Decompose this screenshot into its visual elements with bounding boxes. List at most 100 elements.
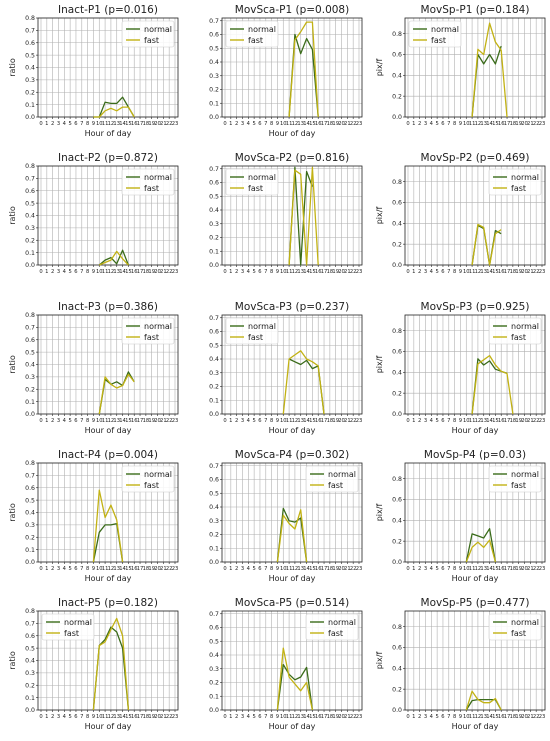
legend-label-normal: normal xyxy=(144,25,172,34)
legend-label-fast: fast xyxy=(144,184,159,193)
chart-panel: MovSp-P3 (p=0.925)0 1 2 3 4 5 6 7 8 9 10 11 12 13 14 15… xyxy=(375,301,546,435)
x-tick-label: 5 xyxy=(252,269,255,275)
y-tick-label: 0.6 xyxy=(392,52,402,59)
chart-panel: MovSca-P2 (p=0.816)0 1 2 3 4 5 6 7 8 9 10 11 12 13 14 1… xyxy=(209,152,363,275)
x-tick-label: 23 xyxy=(356,121,363,127)
x-axis-label: Hour of day xyxy=(452,574,499,583)
chart-title: MovSp-P3 (p=0.925) xyxy=(421,301,530,313)
legend: normal fast xyxy=(225,168,279,196)
y-tick-label: 0.4 xyxy=(209,652,219,659)
y-tick-label: 0.2 xyxy=(25,237,35,244)
x-tick-label: 8 xyxy=(86,121,89,127)
x-tick-label: 12 xyxy=(108,714,115,720)
legend: normal fast xyxy=(488,465,542,493)
x-tick-label: 19 xyxy=(515,714,522,720)
x-tick-label: 7 xyxy=(264,566,267,572)
legend-label-fast: fast xyxy=(431,36,446,45)
x-tick-label: 8 xyxy=(270,566,273,572)
x-tick-label: 14 xyxy=(486,714,493,720)
x-tick-label: 6 xyxy=(74,714,77,720)
y-tick-label: 0.0 xyxy=(392,559,402,566)
x-tick-label: 17 xyxy=(137,269,144,275)
x-tick-label: 21 xyxy=(344,418,351,424)
x-tick-label: 20 xyxy=(338,121,345,127)
legend-label-normal: normal xyxy=(144,322,172,331)
x-tick-label: 19 xyxy=(148,714,155,720)
x-tick-label: 10 xyxy=(96,121,103,127)
y-tick-label: 0.8 xyxy=(25,163,35,170)
x-tick-label: 12 xyxy=(292,269,299,275)
legend: normal fast xyxy=(41,613,95,641)
y-tick-label: 0.2 xyxy=(209,384,219,391)
y-tick-label: 0.4 xyxy=(392,370,402,377)
x-tick-label: 17 xyxy=(137,418,144,424)
series-line-fast xyxy=(282,350,325,415)
x-tick-label: 17 xyxy=(137,566,144,572)
chart-panel: Inact-P4 (p=0.004)0 1 2 3 4 5 6 7 8 9 10 11 12 13 14 15… xyxy=(8,449,179,583)
y-tick-label: 0.5 xyxy=(209,342,219,349)
legend-label-fast: fast xyxy=(64,629,79,638)
x-tick-label: 5 xyxy=(435,566,438,572)
y-tick-label: 0.7 xyxy=(209,315,219,322)
plot-frame xyxy=(404,17,546,118)
y-tick-label: 0.6 xyxy=(25,40,35,47)
x-tick-label: 2 xyxy=(418,418,421,424)
legend-label-fast: fast xyxy=(511,333,526,342)
legend-label-fast: fast xyxy=(248,333,263,342)
plot-frame xyxy=(221,462,363,563)
y-tick-label: 0.6 xyxy=(209,329,219,336)
x-tick-label: 10 xyxy=(280,714,287,720)
y-axis-label: pix/f xyxy=(375,59,384,77)
x-tick-label: 9 xyxy=(92,418,95,424)
x-tick-label: 22 xyxy=(533,121,540,127)
x-tick-label: 0 xyxy=(223,269,226,275)
x-tick-label: 16 xyxy=(498,714,505,720)
y-tick-label: 0.7 xyxy=(209,18,219,25)
x-tick-label: 16 xyxy=(315,269,322,275)
x-tick-label: 15 xyxy=(492,269,499,275)
legend-label-fast: fast xyxy=(511,481,526,490)
x-tick-label: 22 xyxy=(350,121,357,127)
x-tick-label: 6 xyxy=(74,121,77,127)
x-tick-label: 16 xyxy=(498,566,505,572)
x-tick-label: 21 xyxy=(527,269,534,275)
x-tick-label: 12 xyxy=(292,714,299,720)
x-tick-label: 11 xyxy=(286,269,293,275)
x-tick-label: 7 xyxy=(447,121,450,127)
x-tick-label: 14 xyxy=(303,121,310,127)
x-tick-label: 3 xyxy=(424,121,427,127)
x-tick-label: 3 xyxy=(424,269,427,275)
y-tick-label: 0.2 xyxy=(25,89,35,96)
x-tick-label: 7 xyxy=(447,269,450,275)
x-tick-label: 11 xyxy=(286,418,293,424)
x-tick-label: 11 xyxy=(286,121,293,127)
y-tick-label: 0.1 xyxy=(209,100,219,107)
y-tick-label: 0.6 xyxy=(25,485,35,492)
x-axis-label: Hour of day xyxy=(269,129,316,138)
x-tick-label: 20 xyxy=(521,121,528,127)
x-tick-label: 15 xyxy=(125,269,132,275)
x-tick-label: 20 xyxy=(521,714,528,720)
x-tick-label: 8 xyxy=(453,714,456,720)
y-tick-label: 0.4 xyxy=(25,65,35,72)
x-tick-label: 21 xyxy=(527,566,534,572)
x-tick-label: 13 xyxy=(113,566,120,572)
y-tick-label: 0.1 xyxy=(209,397,219,404)
series-line-fast xyxy=(465,539,497,563)
x-tick-label: 18 xyxy=(143,269,150,275)
x-tick-label: 16 xyxy=(315,714,322,720)
y-tick-label: 0.1 xyxy=(209,693,219,700)
chart-panel: Inact-P3 (p=0.386)0 1 2 3 4 5 6 7 8 9 10 11 12 13 14 15… xyxy=(8,301,179,435)
y-tick-label: 0.7 xyxy=(25,176,35,183)
x-tick-label: 12 xyxy=(108,121,115,127)
y-tick-label: 0.4 xyxy=(392,666,402,673)
chart-title: Inact-P3 (p=0.386) xyxy=(58,301,158,313)
x-tick-label: 7 xyxy=(264,418,267,424)
x-tick-label: 6 xyxy=(74,269,77,275)
x-tick-label: 6 xyxy=(74,566,77,572)
legend-label-fast: fast xyxy=(144,481,159,490)
x-tick-label: 15 xyxy=(492,566,499,572)
x-tick-label: 16 xyxy=(498,418,505,424)
y-tick-label: 0.1 xyxy=(25,695,35,702)
x-tick-label: 20 xyxy=(521,566,528,572)
